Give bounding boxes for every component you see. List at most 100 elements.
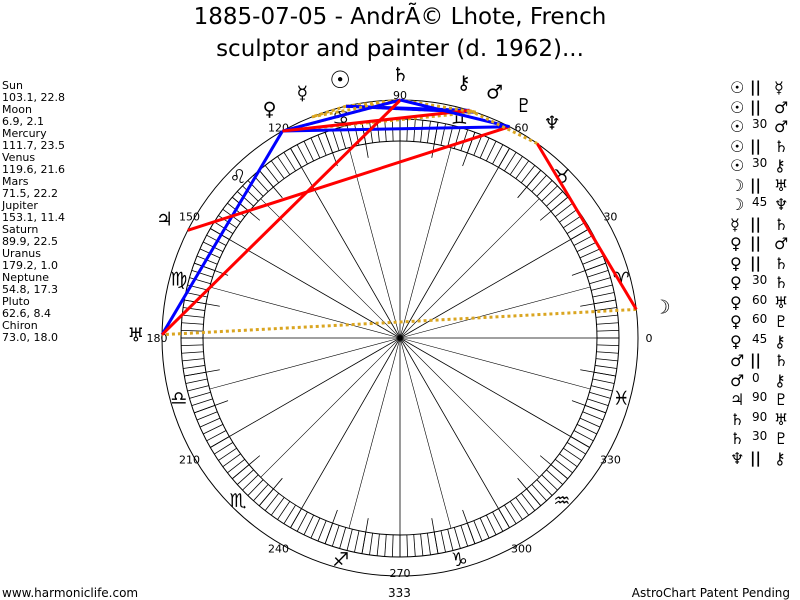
band-tick (264, 492, 280, 511)
band-tick (196, 411, 218, 421)
planet-name: Moon (2, 103, 32, 116)
aspect-row: ♂ 0 ⚷ (730, 371, 800, 391)
aspect-type: || (750, 78, 761, 96)
planet-name: Mars (2, 175, 29, 188)
chiron-glyph-icon: ⚷ (774, 331, 786, 351)
band-tick (236, 469, 254, 485)
planet-positions-list: Sun 103.1, 22.8 Moon 6.9, 2.1 Mercury 111.7, … (2, 80, 65, 344)
mercury-planet-icon: ☿ (297, 83, 309, 105)
band-tick (515, 160, 530, 179)
band-tick (589, 391, 611, 399)
spoke-line (210, 228, 401, 339)
band-tick (182, 358, 205, 362)
band-tick (509, 156, 523, 175)
degree-tick (184, 299, 220, 307)
band-tick (189, 391, 211, 399)
band-tick (236, 191, 254, 207)
band-tick (413, 534, 416, 557)
degree-tick (184, 369, 220, 377)
band-tick (591, 284, 613, 291)
saturn-glyph-icon: ♄ (774, 253, 789, 273)
degree-tick (324, 132, 338, 167)
pluto-glyph-icon: ♇ (774, 429, 789, 448)
aspect-row: ♄ 30 ♇ (730, 429, 800, 449)
band-tick (453, 527, 461, 549)
saturn-glyph-icon: ♄ (774, 351, 789, 370)
website-link[interactable]: www.harmoniclife.com (2, 586, 139, 600)
mercury-glyph-icon: ☿ (730, 214, 740, 234)
center-dot (397, 335, 403, 341)
aspect-row: ☽ || ♅ (730, 176, 800, 196)
planet-coords: 71.5, 22.2 (2, 187, 58, 200)
pluto-glyph-icon: ♇ (774, 312, 789, 331)
band-tick (202, 423, 224, 435)
degree-tick (462, 509, 476, 544)
venus-glyph-icon: ♀ (730, 292, 742, 312)
band-tick (296, 511, 308, 532)
saturn-glyph-icon: ♄ (774, 273, 789, 292)
band-tick (253, 484, 269, 502)
band-tick (492, 144, 504, 165)
saturn-glyph-icon: ♄ (774, 214, 789, 234)
planet-coords: 6.9, 2.1 (2, 115, 44, 128)
aspect-line-mars-chiron (469, 108, 476, 114)
aspect-list: ☉ || ☿ ☉ || ♂ ☉ 30 ♂ ☉ || ♄ ☉ 30 ⚷ ☽ || ♅ ☽ 45 ♆ ☿ || ♄ ♀ || ♂ ♀ || ♄… (730, 78, 800, 468)
band-tick (277, 156, 291, 175)
band-tick (592, 292, 615, 298)
band-tick (576, 423, 598, 435)
band-tick (185, 378, 208, 384)
band-tick (346, 529, 353, 551)
degree-tick (258, 477, 283, 507)
band-tick (504, 504, 517, 524)
zodiac-sign-icon: ♌ (230, 166, 247, 188)
band-tick (546, 191, 564, 207)
neptune-planet-icon: ♆ (544, 112, 561, 134)
aspect-type: 45 (752, 331, 768, 346)
band-tick (181, 322, 204, 325)
band-tick (303, 140, 315, 162)
chart-title-line-2: sculptor and painter (d. 1962)... (216, 36, 584, 62)
degree-label: 150 (179, 211, 200, 224)
aspect-type: || (750, 351, 761, 369)
band-tick (296, 144, 308, 165)
planet-coords: 111.7, 23.5 (2, 139, 65, 152)
band-tick (554, 202, 573, 218)
band-tick (427, 121, 431, 143)
band-tick (563, 447, 582, 461)
zodiac-sign-icon: ♉ (553, 166, 570, 188)
aspect-line-moon-neptune (535, 142, 638, 311)
band-tick (182, 314, 205, 318)
band-tick (589, 277, 611, 285)
band-tick (187, 385, 209, 392)
aspect-row: ♀ 60 ♇ (730, 312, 800, 332)
degree-tick (571, 262, 606, 276)
band-tick (479, 517, 490, 539)
band-tick (391, 534, 394, 557)
band-tick (566, 442, 586, 455)
pluto-glyph-icon: ♇ (774, 390, 789, 409)
degree-tick (194, 400, 229, 414)
aspect-type: || (750, 214, 761, 233)
band-tick (579, 248, 601, 259)
band-tick (191, 269, 213, 278)
band-tick (509, 501, 523, 520)
aspect-type: || (750, 448, 761, 467)
band-tick (339, 527, 347, 549)
uranus-glyph-icon: ♅ (774, 175, 789, 195)
spoke-line (290, 337, 401, 528)
saturn-planet-icon: ♄ (392, 64, 409, 86)
neptune-glyph-icon: ♆ (730, 448, 745, 468)
band-tick (520, 165, 536, 184)
planet-coords: 54.8, 17.3 (2, 283, 58, 296)
band-tick (596, 322, 619, 325)
aspect-type: 90 (752, 409, 768, 424)
mars-glyph-icon: ♂ (774, 234, 789, 253)
band-tick (214, 442, 234, 455)
band-tick (473, 520, 483, 542)
degree-label: 240 (268, 542, 289, 555)
band-tick (485, 140, 497, 162)
spoke-line (209, 286, 401, 339)
aspect-line-venus-pluto (282, 125, 510, 133)
zodiac-sign-icon: ♏ (230, 490, 247, 512)
saturn-glyph-icon: ♄ (730, 429, 745, 448)
